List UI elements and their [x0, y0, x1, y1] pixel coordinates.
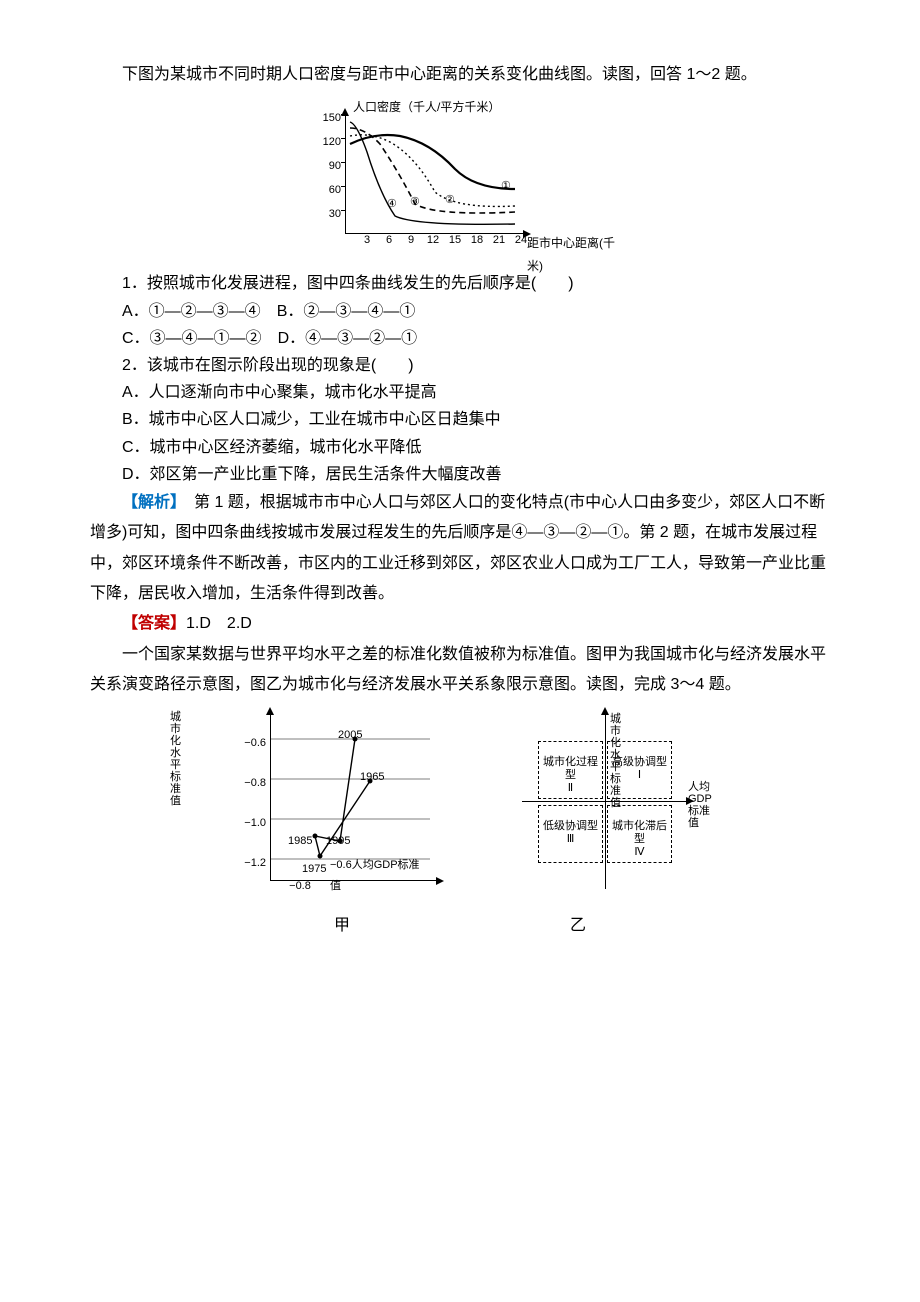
intro-2: 一个国家某数据与世界平均水平之差的标准化数值被称为标准值。图甲为我国城市化与经济…	[90, 640, 830, 701]
chart1-curves	[345, 114, 525, 234]
fig-label-a: 甲	[334, 911, 350, 941]
q1-options-row1: A．①—②—③—④ B．②—③—④—①	[122, 298, 830, 325]
chart3-xlabel: 人均GDP标准值	[688, 781, 718, 829]
fig-label-b: 乙	[570, 911, 586, 941]
chart2-ylabel: 城市化水平标准值	[170, 711, 184, 808]
intro-1: 下图为某城市不同时期人口密度与距市中心距离的关系变化曲线图。读图，回答 1～2 …	[90, 60, 830, 90]
q1-options-row2: C．③—④—①—② D．④—③—②—①	[122, 325, 830, 352]
chart-2: 城市化水平标准值 −0.6 −0.8 −1.0 −1.2 −0.8 −0.6人均…	[220, 711, 440, 901]
question-block-1-2: 1．按照城市化发展进程，图中四条曲线发生的先后顺序是( ) A．①—②—③—④ …	[122, 270, 830, 488]
figure-labels: 甲 乙	[90, 911, 830, 941]
q2-stem: 2．该城市在图示阶段出现的现象是( )	[122, 352, 830, 379]
chart1-label-2: ②	[445, 190, 455, 211]
chart2-ytick-0: −0.6	[236, 733, 266, 754]
chart2-year-1975: 1975	[302, 859, 326, 880]
analysis-text: 第 1 题，根据城市市中心人口与郊区人口的变化特点(市中心人口由多变少，郊区人口…	[90, 494, 826, 602]
chart1-ytick-120: 120	[315, 132, 341, 153]
chart3-quad-3: 低级协调型Ⅲ	[538, 805, 603, 863]
analysis-para: 【解析】 第 1 题，根据城市市中心人口与郊区人口的变化特点(市中心人口由多变少…	[90, 488, 830, 610]
chart3-quad-4: 城市化滞后型Ⅳ	[607, 805, 672, 863]
chart1-ytick-30: 30	[315, 204, 341, 225]
chart2-year-1995: 1995	[326, 831, 350, 852]
q2-option-b: B．城市中心区人口减少，工业在城市中心区日趋集中	[122, 406, 830, 433]
chart-3: 城市化水平标准值 人均GDP标准值 城市化过程型Ⅱ 高级协调型Ⅰ 低级协调型Ⅲ …	[500, 711, 700, 901]
chart1-label-4: ④	[387, 194, 397, 215]
answer-para: 【答案】1.D 2.D	[90, 609, 830, 639]
answer-label: 【答案】	[122, 615, 186, 632]
chart2-ytick-2: −1.0	[236, 813, 266, 834]
chart1-ytick-90: 90	[315, 156, 341, 177]
chart1-xlabel: 距市中心距离(千米)	[527, 232, 615, 278]
chart-row-2-3: 城市化水平标准值 −0.6 −0.8 −1.0 −1.2 −0.8 −0.6人均…	[90, 711, 830, 901]
chart3-quad-2: 城市化过程型Ⅱ	[538, 741, 603, 799]
chart2-year-2005: 2005	[338, 725, 362, 746]
chart2-ytick-3: −1.2	[236, 853, 266, 874]
chart1-ytick-60: 60	[315, 180, 341, 201]
q1-stem: 1．按照城市化发展进程，图中四条曲线发生的先后顺序是( )	[122, 270, 830, 297]
q2-option-d: D．郊区第一产业比重下降，居民生活条件大幅度改善	[122, 461, 830, 488]
chart-1: 人口密度（千人/平方千米） 150 120 90 60 30 3 6 9 12 …	[305, 100, 615, 260]
analysis-label: 【解析】	[122, 494, 178, 511]
q2-option-a: A．人口逐渐向市中心聚集，城市化水平提高	[122, 379, 830, 406]
chart2-xlabel: −0.6人均GDP标准值	[330, 855, 430, 897]
q2-option-c: C．城市中心区经济萎缩，城市化水平降低	[122, 434, 830, 461]
chart2-year-1965: 1965	[360, 767, 384, 788]
chart2-year-1985: 1985	[288, 831, 312, 852]
chart-1-container: 人口密度（千人/平方千米） 150 120 90 60 30 3 6 9 12 …	[90, 100, 830, 260]
answer-text: 1.D 2.D	[186, 615, 252, 632]
chart1-ytick-150: 150	[315, 108, 341, 129]
chart2-ytick-1: −0.8	[236, 773, 266, 794]
chart1-label-1: ①	[501, 176, 511, 197]
chart1-label-3: ③	[410, 192, 420, 213]
chart3-quad-1: 高级协调型Ⅰ	[607, 741, 672, 799]
